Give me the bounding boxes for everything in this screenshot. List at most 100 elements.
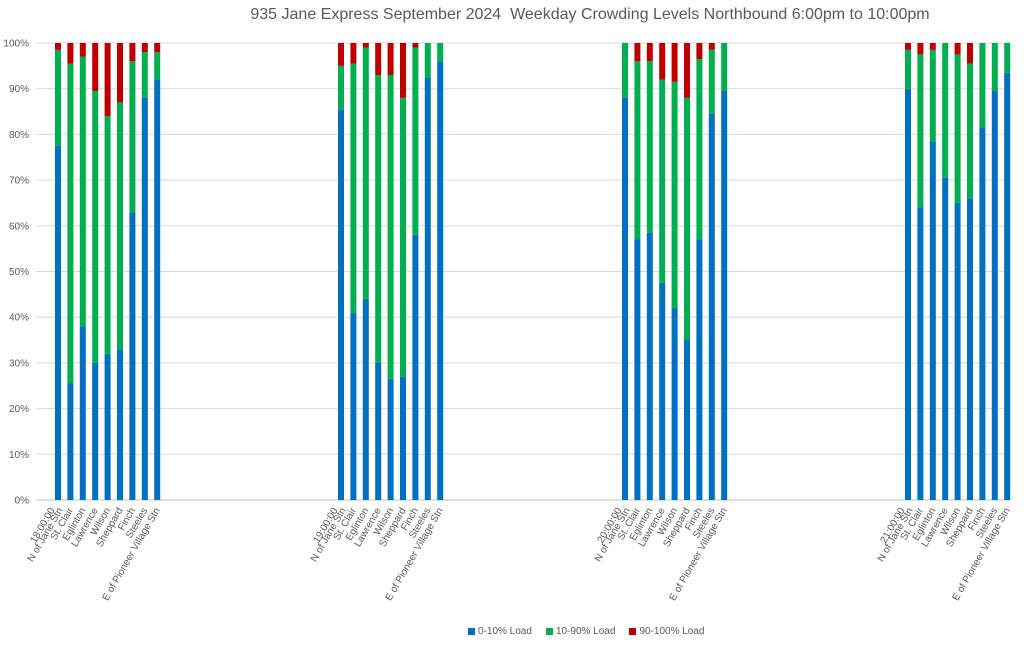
legend-label: 0-10% Load bbox=[478, 626, 532, 637]
bar-segment bbox=[954, 43, 961, 55]
bar-segment bbox=[659, 43, 666, 80]
bar-segment bbox=[362, 47, 369, 299]
bar-segment bbox=[634, 61, 641, 240]
bar-segment bbox=[154, 43, 161, 53]
legend-item: 10-90% Load bbox=[545, 626, 616, 637]
bar-segment bbox=[917, 43, 924, 55]
bar-segment bbox=[67, 383, 74, 500]
bar-segment bbox=[437, 43, 444, 62]
bar-segment bbox=[412, 43, 419, 48]
bar-segment bbox=[1004, 72, 1011, 500]
bar-segment bbox=[67, 43, 74, 64]
bar-segment bbox=[424, 77, 431, 501]
bar-segment bbox=[129, 43, 136, 62]
bar-segment bbox=[917, 207, 924, 500]
bar-segment bbox=[104, 116, 111, 354]
bar-segment bbox=[954, 202, 961, 500]
bar-segment bbox=[905, 49, 911, 89]
bar-segment bbox=[929, 49, 936, 142]
legend-swatch bbox=[545, 628, 553, 635]
y-tick-label: 80% bbox=[9, 130, 29, 141]
bar-segment bbox=[117, 43, 123, 103]
bar-segment bbox=[991, 43, 998, 91]
bar-segment bbox=[375, 43, 382, 75]
bar-segment bbox=[437, 61, 444, 500]
bar-segment bbox=[954, 54, 961, 203]
bar-segment bbox=[929, 43, 936, 50]
bar-segment bbox=[104, 353, 111, 500]
y-tick-label: 100% bbox=[3, 39, 29, 50]
bar-segment bbox=[905, 88, 911, 500]
bar-segment bbox=[979, 43, 986, 128]
bar-segment bbox=[400, 376, 406, 500]
bar-segment bbox=[424, 43, 431, 78]
legend-swatch bbox=[468, 628, 475, 635]
bar-segment bbox=[129, 61, 136, 213]
bar-segment bbox=[117, 102, 123, 350]
bar-segment bbox=[362, 298, 369, 500]
bar-segment bbox=[55, 49, 61, 146]
bar-segment bbox=[671, 308, 678, 500]
bar-segment bbox=[659, 79, 666, 283]
bar-segment bbox=[684, 43, 690, 98]
y-tick-label: 90% bbox=[9, 84, 29, 95]
chart-title: 935 Jane Express September 2024 Weekday … bbox=[250, 6, 930, 23]
chart-legend: 0-10% Load 10-90% Load 90-100% Load bbox=[468, 626, 705, 637]
bar-segment bbox=[400, 43, 406, 98]
bar-segment bbox=[696, 43, 703, 59]
bar-segment bbox=[92, 43, 99, 91]
y-tick-label: 60% bbox=[9, 221, 29, 232]
bar-segment bbox=[350, 63, 357, 313]
bar-segment bbox=[646, 232, 653, 500]
bar-segment bbox=[412, 234, 419, 500]
bar-segment bbox=[1004, 43, 1011, 73]
bar-segment bbox=[79, 326, 86, 500]
bar-segment bbox=[104, 43, 111, 117]
bar-segment bbox=[387, 43, 394, 75]
y-tick-label: 30% bbox=[9, 358, 29, 369]
bar-segment bbox=[991, 90, 998, 501]
y-tick-label: 10% bbox=[9, 450, 29, 461]
bar-segment bbox=[79, 43, 86, 57]
bar-segment bbox=[917, 54, 924, 208]
bar-segment bbox=[375, 74, 382, 363]
y-tick-label: 50% bbox=[9, 267, 29, 278]
legend-label: 10-90% Load bbox=[555, 626, 616, 637]
bar-segment bbox=[905, 43, 911, 50]
bar-segment bbox=[967, 63, 973, 199]
bar-segment bbox=[141, 52, 148, 98]
bar-segment bbox=[646, 61, 653, 233]
bar-segment bbox=[696, 239, 703, 500]
bar-segment bbox=[67, 63, 74, 384]
legend-swatch bbox=[629, 628, 637, 635]
bar-segment bbox=[117, 349, 123, 500]
bar-segment bbox=[338, 109, 344, 500]
bar-segment bbox=[708, 113, 715, 501]
bar-segment bbox=[967, 198, 973, 500]
bar-segment bbox=[721, 43, 728, 91]
bar-segment bbox=[412, 47, 419, 235]
bar-segment bbox=[141, 43, 148, 53]
bar-segment bbox=[129, 212, 136, 500]
y-tick-label: 70% bbox=[9, 176, 29, 187]
bar-segment bbox=[708, 43, 715, 50]
bar-segment bbox=[634, 239, 641, 500]
bar-segment bbox=[967, 43, 973, 64]
y-tick-label: 20% bbox=[9, 404, 29, 415]
bar-segment bbox=[387, 378, 394, 500]
bar-segment bbox=[646, 43, 653, 62]
bar-segment bbox=[92, 90, 99, 363]
bar-segment bbox=[350, 312, 357, 500]
bar-segment bbox=[942, 177, 949, 500]
bar-segment bbox=[684, 97, 690, 341]
bar-segment bbox=[79, 56, 86, 327]
legend-item: 0-10% Load bbox=[468, 626, 532, 637]
bar-segment bbox=[154, 79, 161, 500]
bar-segment bbox=[338, 43, 344, 66]
bar-segment bbox=[696, 58, 703, 240]
bar-segment bbox=[375, 362, 382, 500]
bar-segment bbox=[659, 282, 666, 500]
bar-segment bbox=[350, 43, 357, 64]
bar-segment bbox=[929, 141, 936, 500]
